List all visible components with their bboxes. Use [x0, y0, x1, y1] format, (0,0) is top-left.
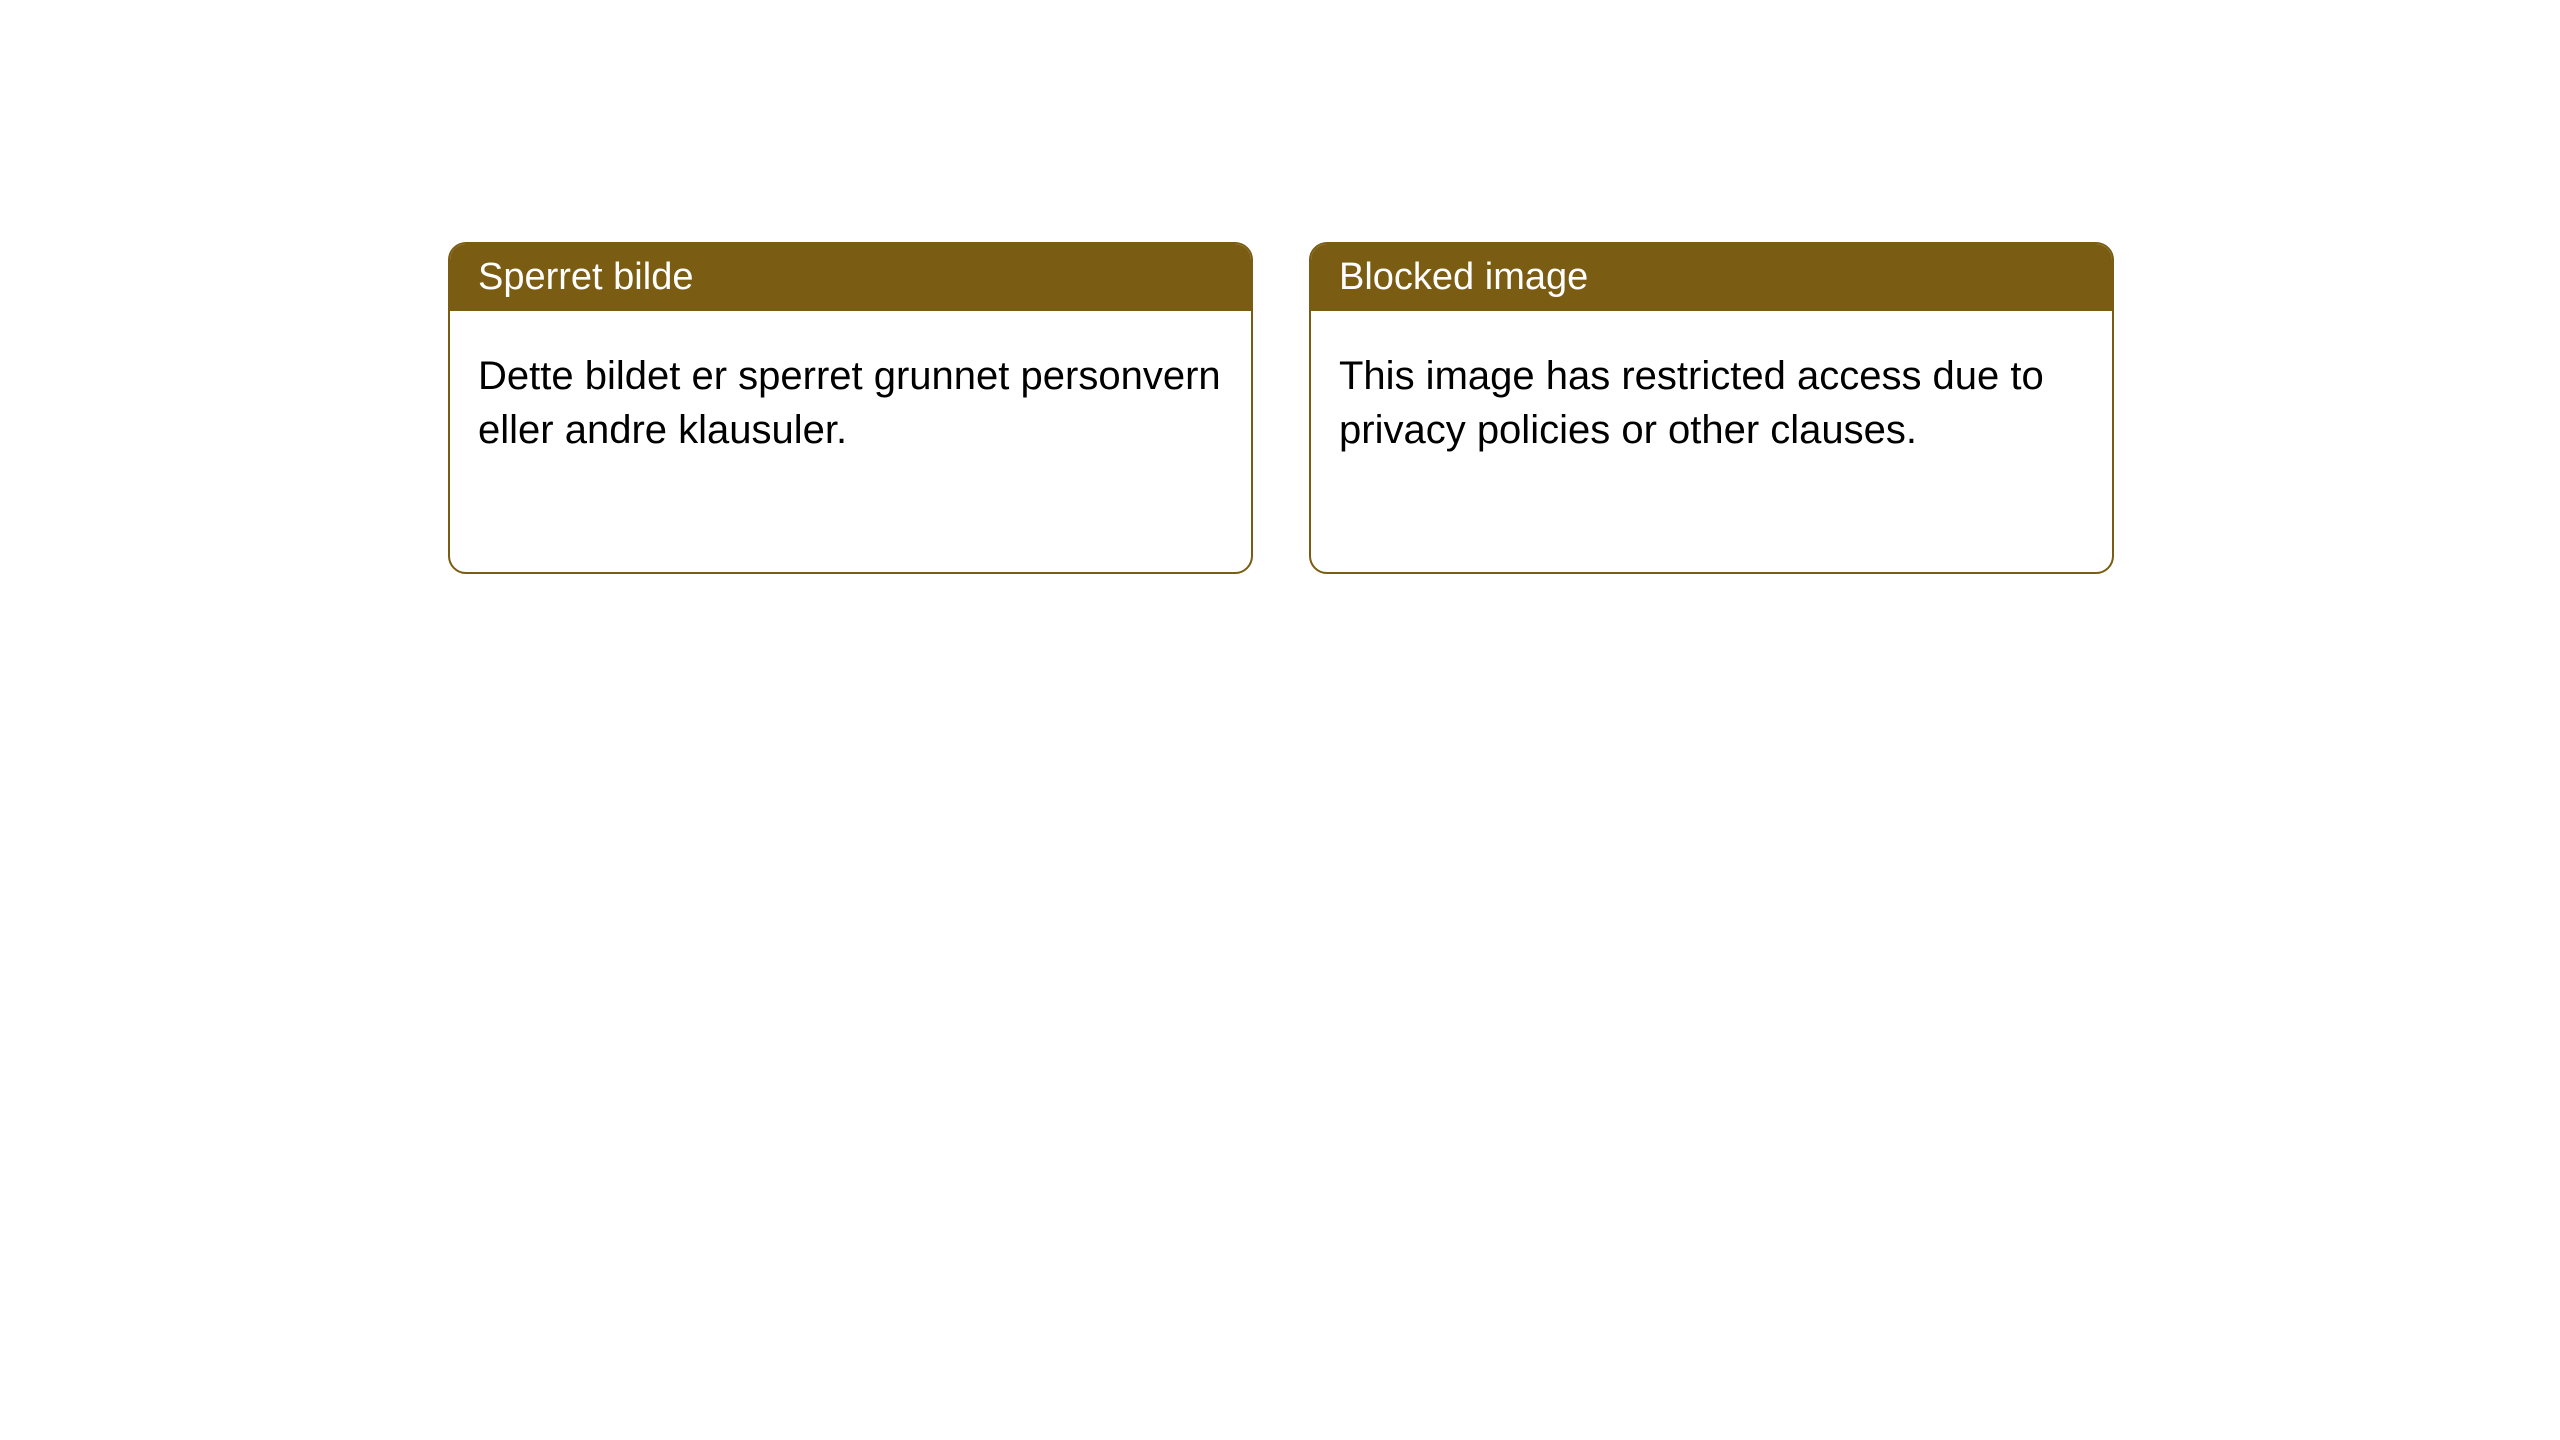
card-body-no: Dette bildet er sperret grunnet personve…: [450, 311, 1251, 495]
notice-cards-container: Sperret bilde Dette bildet er sperret gr…: [0, 0, 2560, 574]
card-body-en: This image has restricted access due to …: [1311, 311, 2112, 495]
blocked-image-card-en: Blocked image This image has restricted …: [1309, 242, 2114, 574]
blocked-image-card-no: Sperret bilde Dette bildet er sperret gr…: [448, 242, 1253, 574]
card-title-en: Blocked image: [1311, 244, 2112, 311]
card-title-no: Sperret bilde: [450, 244, 1251, 311]
